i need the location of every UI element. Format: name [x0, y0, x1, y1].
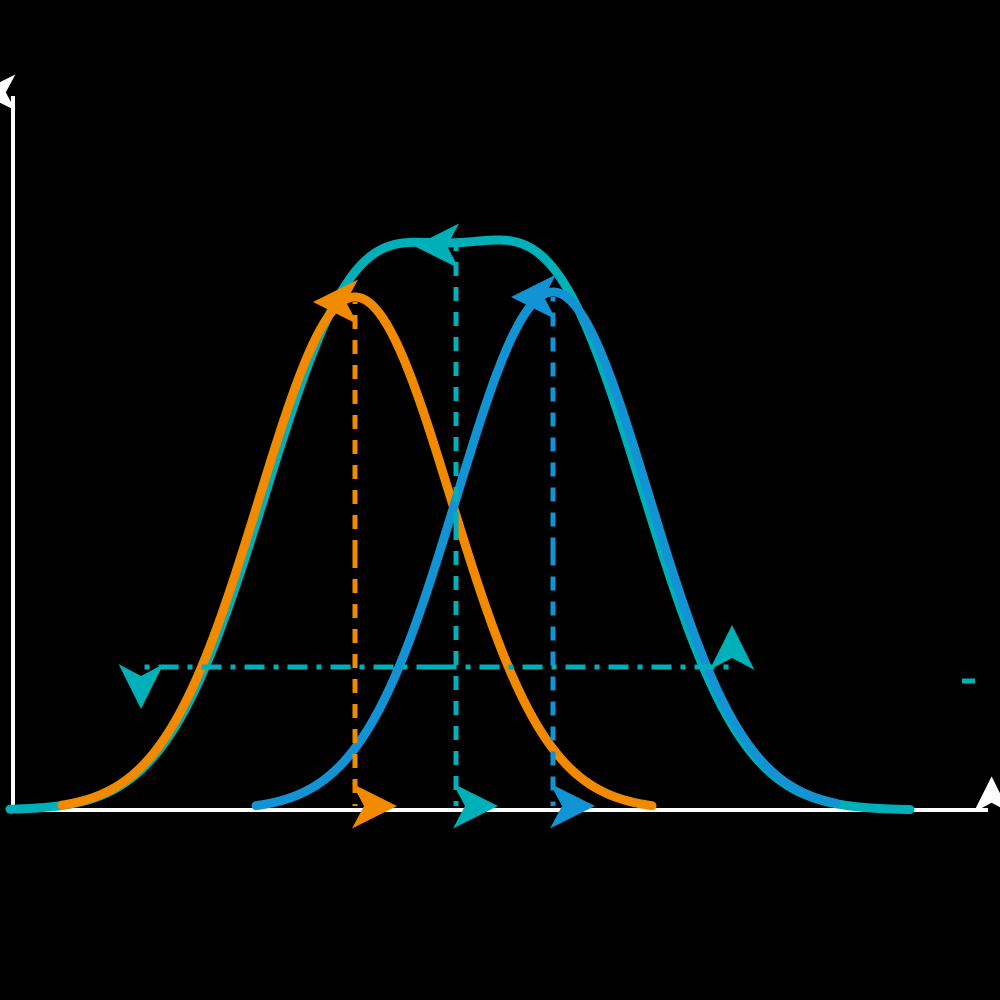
axis-group: [0, 74, 1000, 813]
annotation-group: [118, 223, 975, 829]
curve-group: [5, 235, 915, 815]
curve-component-peak-2: [251, 287, 841, 811]
